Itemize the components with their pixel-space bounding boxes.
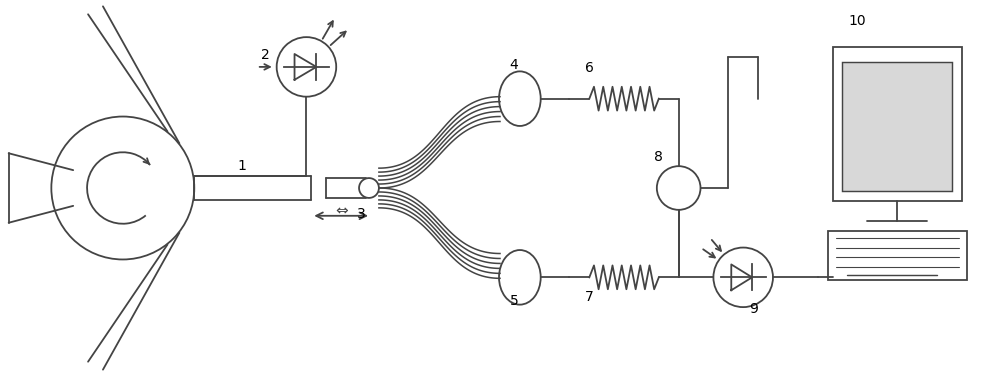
- Text: 4: 4: [510, 58, 518, 72]
- Text: ⇔: ⇔: [335, 203, 348, 218]
- FancyBboxPatch shape: [842, 62, 952, 191]
- Text: 6: 6: [585, 61, 594, 75]
- FancyBboxPatch shape: [833, 47, 962, 201]
- FancyBboxPatch shape: [828, 231, 967, 280]
- Text: 8: 8: [654, 150, 663, 164]
- Text: 7: 7: [585, 290, 594, 304]
- Text: 2: 2: [261, 48, 270, 62]
- Text: 5: 5: [510, 294, 518, 308]
- Text: 3: 3: [357, 207, 365, 221]
- Text: 9: 9: [749, 302, 758, 316]
- Text: 10: 10: [849, 14, 866, 28]
- Text: 1: 1: [237, 159, 246, 173]
